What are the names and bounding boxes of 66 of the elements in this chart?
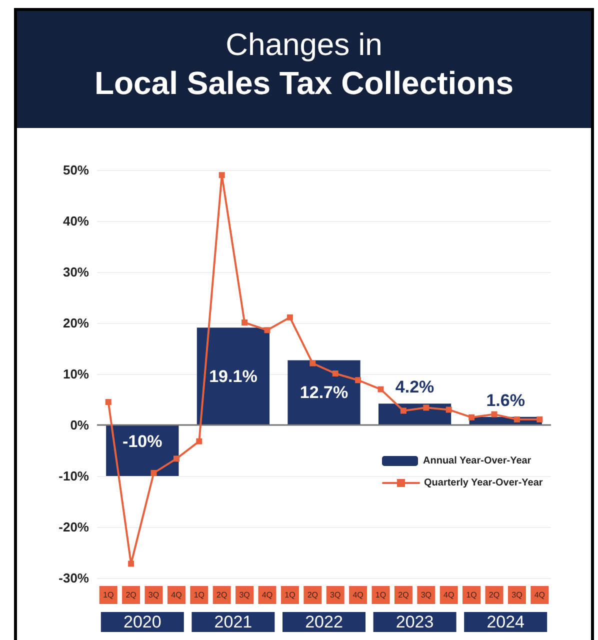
- point: [400, 408, 406, 414]
- y-tick-label: 30%: [62, 264, 90, 280]
- x-tick-label: 2Q: [488, 590, 500, 600]
- legend-label: Annual Year-Over-Year: [423, 456, 532, 466]
- legend-label: Quarterly Year-Over-Year: [424, 478, 543, 488]
- y-tick-label: 40%: [62, 214, 90, 228]
- x-tick-label: 1Q: [375, 590, 386, 600]
- point: [536, 416, 543, 422]
- point: [514, 416, 520, 422]
- x-tick-label: 4Q: [444, 590, 454, 600]
- data-label: 12.7%: [300, 383, 348, 402]
- chart-title: Changes in: [224, 27, 384, 63]
- point: [218, 172, 225, 178]
- x-tick-label: 1Q: [466, 590, 477, 600]
- y-tick-label: 10%: [62, 366, 90, 382]
- x-tick-label: 2023: [396, 612, 434, 632]
- x-tick-label: 2024: [486, 612, 525, 632]
- x-tick-label: 1Q: [284, 590, 296, 600]
- bar: [196, 328, 270, 425]
- x-tick-label: 2Q: [307, 590, 318, 600]
- point: [468, 414, 475, 420]
- point: [242, 319, 248, 326]
- x-tick-label: 4Q: [534, 590, 545, 600]
- point: [150, 470, 157, 476]
- bar: [288, 360, 360, 425]
- y-tick-label: 0%: [70, 418, 90, 432]
- x-tick-label: 4Q: [262, 590, 273, 600]
- data-label: 19.1%: [209, 366, 258, 386]
- x-tick-label: 3Q: [420, 590, 432, 600]
- bar: [106, 425, 179, 476]
- point: [286, 314, 293, 320]
- x-tick-label: 2020: [123, 612, 162, 632]
- point: [491, 411, 498, 418]
- x-tick-label: 1Q: [194, 590, 204, 600]
- x-tick-label: 2Q: [398, 590, 409, 600]
- y-tick-label: -30%: [58, 570, 90, 586]
- x-tick-label: 3Q: [512, 590, 522, 600]
- point: [310, 360, 316, 366]
- y-tick-label: 20%: [62, 316, 90, 330]
- x-tick-label: 3Q: [330, 590, 341, 600]
- x-tick-label: 3Q: [239, 590, 250, 600]
- chart-subtitle: Local Sales Tax Collections: [93, 64, 515, 103]
- point: [264, 327, 270, 334]
- point: [378, 386, 384, 392]
- data-label: -10%: [122, 432, 162, 451]
- point: [355, 377, 362, 384]
- x-tick-label: 1Q: [103, 590, 114, 600]
- point: [446, 406, 452, 413]
- point: [105, 399, 112, 406]
- y-tick-label: -20%: [58, 520, 90, 534]
- x-tick-label: 2022: [305, 612, 343, 632]
- y-tick-label: -10%: [58, 468, 90, 484]
- x-tick-label: 3Q: [148, 590, 160, 600]
- data-label: 1.6%: [486, 390, 525, 410]
- point: [423, 404, 430, 411]
- y-tick-label: 50%: [62, 162, 90, 178]
- x-tick-label: 4Q: [171, 590, 182, 600]
- x-tick-label: 2Q: [126, 590, 136, 600]
- point: [332, 370, 338, 376]
- x-tick-label: 4Q: [352, 590, 364, 600]
- point: [128, 560, 134, 567]
- point: [196, 438, 202, 444]
- x-tick-label: 2Q: [216, 590, 228, 600]
- data-label: 4.2%: [395, 378, 434, 397]
- x-tick-label: 2021: [214, 612, 252, 632]
- point: [173, 456, 180, 462]
